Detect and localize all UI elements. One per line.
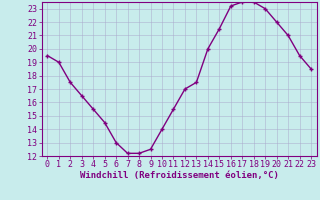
X-axis label: Windchill (Refroidissement éolien,°C): Windchill (Refroidissement éolien,°C)	[80, 171, 279, 180]
